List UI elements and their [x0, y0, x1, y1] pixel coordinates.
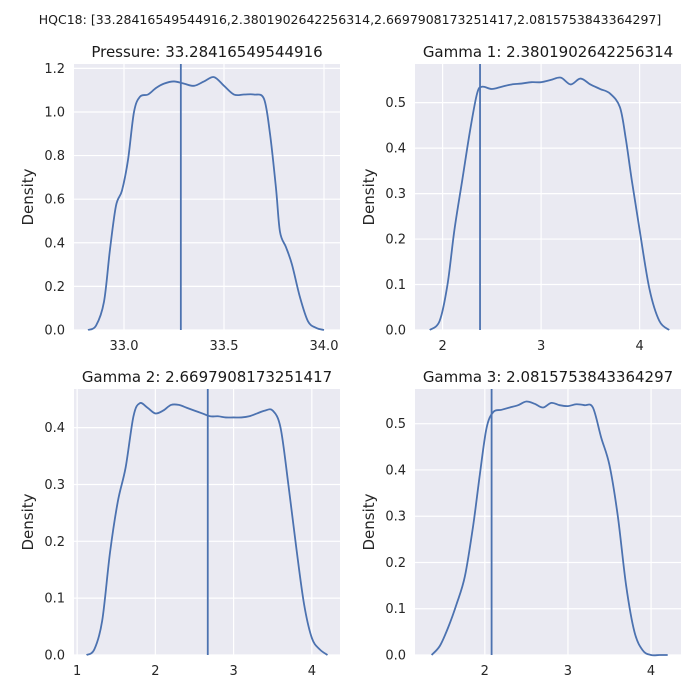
x-tick-label: 34.0	[310, 339, 339, 354]
y-tick-label: 0.1	[385, 278, 406, 293]
y-tick-label: 0.2	[44, 280, 65, 295]
subplot-title: Pressure: 33.28416549544916	[91, 43, 322, 61]
y-tick-label: 0.2	[385, 556, 406, 571]
y-tick-label: 0.2	[385, 233, 406, 248]
y-tick-label: 1.2	[44, 62, 65, 77]
x-tick-label: 33.0	[110, 339, 139, 354]
x-tick-label: 3	[537, 339, 545, 354]
subplot-1: 33.0 33.5 34.0 0.0 0.2 0.4 0.6 0.8 1.0 1.2 Pressur…	[19, 43, 340, 354]
y-tick-label: 0.5	[385, 417, 406, 432]
y-tick-label: 0.0	[44, 324, 65, 339]
subplot-grid: 33.0 33.5 34.0 0.0 0.2 0.4 0.6 0.8 1.0 1.2 Pressur…	[19, 43, 681, 679]
subplot-title: Gamma 2: 2.6697908173251417	[82, 368, 332, 386]
x-tick-label: 33.5	[210, 339, 239, 354]
subplot-2: 2 3 4 0.0 0.1 0.2 0.3 0.4 0.5 Gamma 1: 2.38019026…	[360, 43, 681, 354]
y-tick-label: 1.0	[44, 105, 65, 120]
subplot-3: 1 2 3 4 0.0 0.1 0.2 0.3 0.4 Gamma 2: 2.6697908173…	[19, 368, 340, 679]
y-tick-label: 0.4	[44, 236, 65, 251]
plot-area	[415, 389, 681, 655]
x-tick-label: 1	[73, 664, 81, 679]
y-tick-label: 0.2	[44, 535, 65, 550]
y-tick-label: 0.1	[385, 602, 406, 617]
y-axis-label: Density	[360, 168, 378, 225]
y-tick-label: 0.0	[385, 324, 406, 339]
y-tick-label: 0.3	[44, 478, 65, 493]
y-tick-label: 0.4	[385, 142, 406, 157]
subplot-4: 2 3 4 0.0 0.1 0.2 0.3 0.4 0.5 Gamma 3: 2.08157538…	[360, 368, 681, 679]
y-tick-label: 0.8	[44, 149, 65, 164]
density-curve	[85, 402, 329, 656]
figure-suptitle: HQC18: [33.28416549544916,2.380190264225…	[39, 12, 661, 27]
x-tick-label: 2	[151, 664, 159, 679]
density-curve	[429, 76, 670, 331]
plot-area	[415, 64, 681, 330]
y-tick-label: 0.0	[385, 649, 406, 664]
density-curve	[430, 400, 668, 657]
x-tick-label: 4	[308, 664, 316, 679]
subplot-title: Gamma 1: 2.3801902642256314	[423, 43, 673, 61]
y-tick-label: 0.3	[385, 187, 406, 202]
density-curve	[87, 76, 325, 331]
x-tick-label: 3	[564, 664, 572, 679]
x-tick-label: 4	[647, 664, 655, 679]
y-axis-label: Density	[19, 493, 37, 550]
plot-area	[74, 64, 340, 330]
y-axis-label: Density	[360, 493, 378, 550]
y-tick-label: 0.6	[44, 193, 65, 208]
x-tick-label: 4	[635, 339, 643, 354]
y-tick-label: 0.0	[44, 649, 65, 664]
y-axis-label: Density	[19, 168, 37, 225]
y-tick-label: 0.4	[385, 463, 406, 478]
x-tick-label: 2	[481, 664, 489, 679]
y-tick-label: 0.5	[385, 96, 406, 111]
y-tick-label: 0.1	[44, 592, 65, 607]
subplot-title: Gamma 3: 2.0815753843364297	[423, 368, 673, 386]
x-tick-label: 2	[438, 339, 446, 354]
x-tick-label: 3	[229, 664, 237, 679]
y-tick-label: 0.3	[385, 510, 406, 525]
y-tick-label: 0.4	[44, 421, 65, 436]
